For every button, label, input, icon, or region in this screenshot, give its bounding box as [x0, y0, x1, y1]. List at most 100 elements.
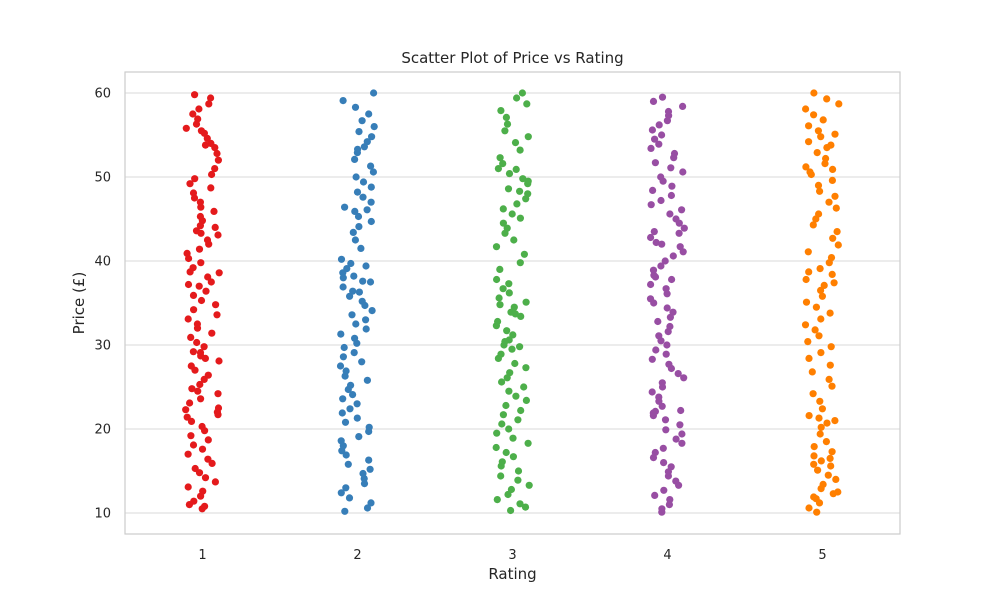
data-point [368, 307, 376, 315]
data-point [341, 507, 349, 515]
data-point [204, 455, 212, 463]
data-point [337, 330, 345, 338]
data-point [370, 89, 378, 97]
data-point [805, 354, 813, 362]
data-point [201, 354, 209, 362]
data-point [831, 417, 839, 425]
data-point [516, 146, 524, 154]
data-point [805, 138, 813, 146]
data-point [347, 381, 355, 389]
data-point [201, 141, 210, 149]
data-point [822, 438, 831, 446]
data-point [513, 94, 521, 102]
data-point [511, 310, 519, 318]
data-point [647, 280, 655, 289]
data-point [499, 411, 507, 419]
data-point [508, 210, 516, 218]
data-point [339, 353, 347, 361]
data-point [662, 426, 670, 434]
data-point [505, 280, 513, 288]
data-point [493, 496, 501, 504]
data-point [208, 329, 216, 337]
data-point [510, 303, 518, 311]
data-point [666, 496, 674, 504]
data-point [829, 234, 837, 242]
data-point [339, 97, 347, 105]
data-point [670, 149, 679, 158]
data-point [648, 355, 656, 363]
data-point [522, 298, 530, 306]
data-point [647, 233, 655, 242]
data-point [345, 494, 354, 502]
data-point [504, 185, 513, 193]
data-point [514, 476, 522, 484]
data-point [820, 281, 828, 289]
data-point [817, 423, 825, 431]
x-tick-label: 1 [198, 548, 206, 563]
data-point [341, 418, 350, 426]
data-point [499, 285, 507, 293]
data-point [186, 399, 194, 407]
data-point [355, 223, 363, 231]
data-point [823, 419, 831, 427]
x-tick-labels: 1 2 3 4 5 [198, 548, 826, 563]
data-point [521, 503, 530, 511]
data-point [358, 358, 366, 366]
data-point [362, 262, 370, 270]
data-point [816, 430, 824, 438]
data-point [184, 280, 193, 289]
data-point [370, 123, 378, 131]
data-point [351, 207, 359, 215]
data-point [215, 269, 223, 277]
data-point [351, 236, 359, 244]
data-point [647, 144, 655, 152]
data-point [668, 275, 676, 284]
data-point [187, 362, 195, 370]
data-point [826, 361, 834, 369]
data-point [352, 320, 360, 328]
data-point [211, 478, 219, 486]
data-point [341, 203, 349, 211]
data-point [669, 252, 677, 260]
data-point [680, 374, 688, 382]
data-point [197, 395, 205, 403]
data-point [367, 183, 375, 191]
data-point [495, 294, 503, 302]
data-point [340, 343, 348, 352]
data-point [511, 139, 520, 147]
data-point [215, 357, 223, 365]
data-point [812, 303, 821, 311]
data-point [196, 349, 205, 357]
y-tick-label: 30 [94, 339, 111, 354]
data-point [349, 287, 357, 295]
data-point [825, 375, 833, 383]
data-point [351, 103, 360, 111]
data-point [814, 127, 823, 135]
data-point [492, 243, 501, 251]
data-point [366, 278, 375, 286]
data-point [658, 240, 666, 248]
data-point [207, 94, 215, 102]
data-point [202, 287, 210, 295]
data-point [189, 264, 197, 272]
data-point [830, 279, 838, 287]
data-point [198, 422, 206, 431]
data-point [365, 110, 373, 118]
data-point [355, 433, 363, 441]
data-point [649, 97, 658, 105]
data-point [369, 168, 377, 176]
data-point [679, 168, 687, 176]
series-rating-5 [801, 89, 843, 516]
data-point [659, 444, 667, 452]
data-point [502, 448, 510, 457]
data-point [822, 154, 830, 163]
data-point [213, 149, 221, 158]
data-point [359, 277, 367, 285]
data-point [214, 231, 222, 239]
data-point [658, 93, 667, 101]
data-point [212, 301, 220, 309]
data-point [818, 292, 827, 300]
data-point [354, 145, 362, 153]
data-point [198, 445, 207, 453]
data-point [509, 453, 517, 461]
